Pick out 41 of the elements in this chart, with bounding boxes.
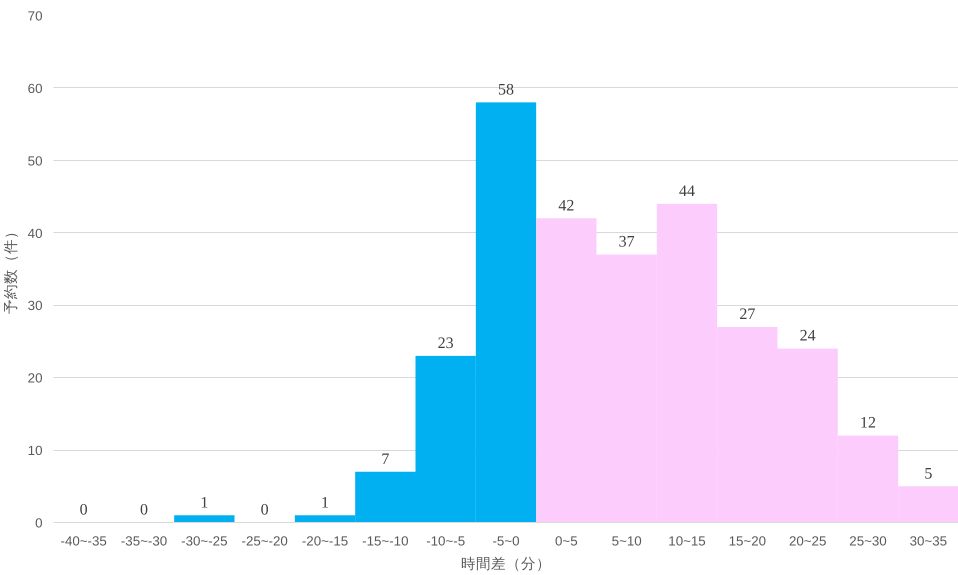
x-tick-label: 15~20 — [728, 534, 766, 548]
x-tick-label: 10~15 — [668, 534, 706, 548]
x-tick-label: 25~30 — [849, 534, 887, 548]
data-label: 42 — [558, 197, 574, 214]
data-label: 27 — [739, 306, 756, 323]
data-label: 0 — [80, 502, 88, 518]
y-tick-label: 70 — [28, 8, 43, 24]
x-tick-label: -25~-20 — [242, 534, 288, 548]
y-tick-label: 60 — [28, 80, 43, 96]
data-label: 5 — [924, 465, 932, 482]
x-tick-label: 20~25 — [788, 534, 826, 548]
data-label: 44 — [679, 182, 695, 200]
data-label: 12 — [860, 414, 876, 432]
y-tick-label: 40 — [28, 226, 43, 241]
y-tick-label: 50 — [28, 153, 43, 168]
y-tick-label: 20 — [28, 370, 43, 386]
y-tick-label: 30 — [28, 298, 43, 314]
x-tick-label: -20~-15 — [302, 534, 348, 548]
y-axis-title: 予約数（件） — [4, 224, 20, 314]
data-label: 0 — [260, 502, 269, 518]
x-tick-label: 5~10 — [612, 534, 642, 548]
y-tick-label: 10 — [28, 443, 43, 458]
data-label: 24 — [800, 328, 816, 345]
data-label: 37 — [618, 234, 635, 251]
data-label: 0 — [140, 502, 148, 518]
x-tick-label: -15~-10 — [362, 534, 408, 548]
data-label: 23 — [438, 334, 454, 352]
x-axis-title: 時間差（分） — [461, 556, 551, 572]
x-tick-label: -30~-25 — [181, 534, 228, 548]
x-tick-label: 30~35 — [910, 534, 948, 548]
x-tick-label: 0~5 — [555, 534, 578, 548]
x-tick-label: -35~-30 — [120, 534, 168, 548]
data-label: 1 — [200, 494, 208, 512]
y-tick-label: 0 — [35, 516, 43, 530]
data-label: 58 — [498, 81, 514, 98]
bar — [174, 515, 234, 522]
x-tick-label: -40~-35 — [60, 534, 107, 548]
data-label: 7 — [381, 450, 390, 468]
x-tick-label: -10~-5 — [426, 534, 466, 548]
data-label: 1 — [321, 494, 329, 512]
x-tick-label: -5~0 — [492, 534, 520, 548]
